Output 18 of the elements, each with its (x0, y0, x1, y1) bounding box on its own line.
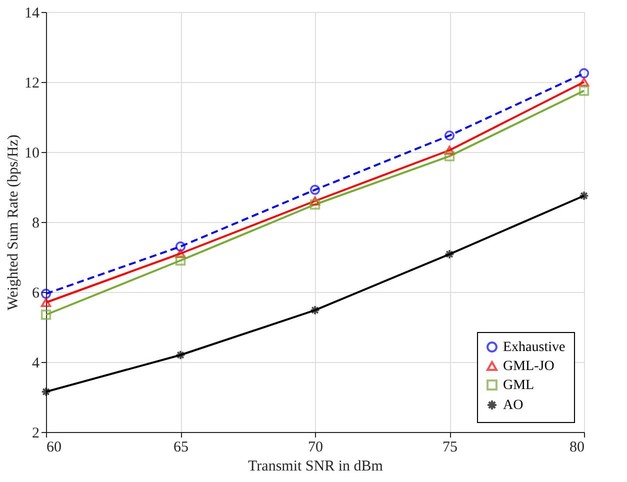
y-tick-label: 6 (32, 286, 40, 302)
x-tick-label: 75 (442, 440, 458, 456)
y-tick-label: 2 (32, 426, 40, 442)
y-tick-label: 8 (32, 216, 40, 232)
x-tick-label: 65 (174, 440, 188, 456)
y-tick-label: 12 (24, 76, 40, 92)
y-tick-label: 4 (32, 356, 40, 372)
y-tick-label: 14 (24, 6, 40, 22)
y-axis-title: Weighted Sum Rate (bps/Hz) (6, 134, 22, 310)
x-tick-label: 60 (46, 440, 62, 456)
legend-label: GML-JO (503, 359, 554, 374)
legend-label: AO (503, 398, 524, 413)
legend-label: Exhaustive (503, 340, 566, 355)
legend-label: GML (503, 378, 534, 393)
y-tick-label: 10 (24, 146, 40, 162)
x-tick-label: 70 (308, 440, 323, 456)
x-axis-title: Transmit SNR in dBm (248, 458, 384, 474)
x-tick-label: 80 (570, 440, 584, 456)
